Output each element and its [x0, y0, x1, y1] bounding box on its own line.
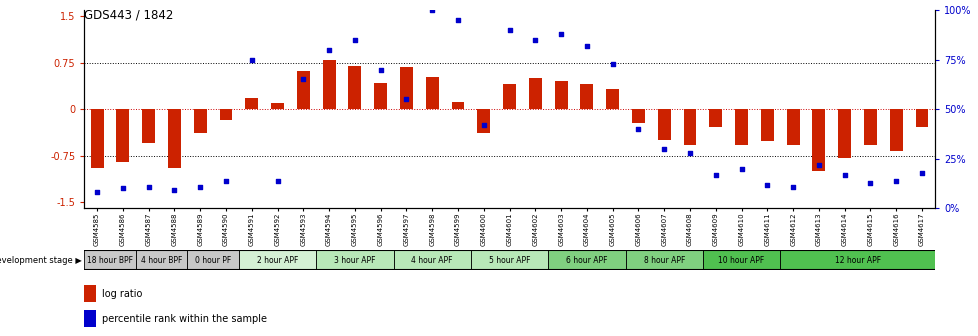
Point [836, 172, 852, 177]
Bar [760, 109, 773, 141]
Bar [709, 109, 722, 127]
Point [475, 122, 491, 128]
Bar [470, 250, 548, 270]
Bar [84, 286, 96, 302]
Point [244, 57, 259, 62]
Text: 12 hour APF: 12 hour APF [833, 256, 880, 265]
Point [630, 126, 645, 132]
Point [553, 31, 568, 37]
Text: GDS443 / 1842: GDS443 / 1842 [84, 8, 173, 22]
Bar [528, 78, 541, 109]
Text: 6 hour APF: 6 hour APF [565, 256, 607, 265]
Bar [889, 109, 902, 151]
Text: development stage ▶: development stage ▶ [0, 256, 82, 265]
Bar [296, 71, 309, 109]
Bar [451, 102, 464, 109]
Bar [837, 109, 850, 158]
Point [141, 184, 156, 189]
Bar [580, 84, 593, 109]
Point [321, 47, 336, 52]
Point [114, 186, 130, 191]
Text: 10 hour APF: 10 hour APF [718, 256, 764, 265]
Bar [657, 109, 670, 140]
Bar [116, 109, 129, 162]
Point [89, 190, 105, 195]
Point [527, 37, 543, 42]
Text: 4 hour APF: 4 hour APF [411, 256, 453, 265]
Text: 5 hour APF: 5 hour APF [488, 256, 530, 265]
Bar [555, 81, 567, 109]
Bar [245, 98, 258, 109]
Bar [348, 66, 361, 109]
Text: 4 hour BPF: 4 hour BPF [141, 256, 182, 265]
Bar [734, 109, 747, 145]
Point [655, 146, 671, 152]
Bar [864, 109, 876, 145]
Point [166, 188, 182, 193]
Text: percentile rank within the sample: percentile rank within the sample [102, 313, 267, 324]
Bar [168, 109, 181, 168]
Point [733, 166, 748, 171]
Point [887, 178, 903, 183]
Bar [605, 89, 618, 109]
Bar [425, 77, 438, 109]
Point [269, 178, 285, 183]
Point [707, 172, 723, 177]
Bar [374, 83, 386, 109]
Text: log ratio: log ratio [102, 289, 142, 299]
Bar [219, 109, 232, 120]
Point [346, 37, 362, 42]
Bar [136, 250, 187, 270]
Bar [187, 250, 239, 270]
Point [450, 17, 466, 23]
Text: 2 hour APF: 2 hour APF [256, 256, 298, 265]
Bar [316, 250, 393, 270]
Bar [400, 67, 413, 109]
Bar [84, 310, 96, 327]
Point [682, 150, 697, 156]
Bar [779, 250, 934, 270]
Bar [271, 103, 284, 109]
Bar [914, 109, 927, 127]
Point [913, 170, 929, 175]
Bar [323, 60, 335, 109]
Text: 0 hour PF: 0 hour PF [195, 256, 231, 265]
Point [373, 67, 388, 72]
Point [604, 61, 620, 66]
Bar [786, 109, 799, 145]
Text: 3 hour APF: 3 hour APF [333, 256, 376, 265]
Bar [812, 109, 824, 171]
Point [501, 27, 516, 33]
Bar [548, 250, 625, 270]
Bar [683, 109, 695, 145]
Bar [142, 109, 155, 143]
Point [578, 43, 594, 48]
Point [192, 184, 207, 189]
Text: 8 hour APF: 8 hour APF [643, 256, 685, 265]
Bar [477, 109, 490, 133]
Bar [632, 109, 645, 123]
Point [862, 180, 877, 185]
Point [810, 162, 825, 167]
Bar [503, 84, 515, 109]
Bar [91, 109, 104, 168]
Bar [702, 250, 779, 270]
Bar [84, 250, 136, 270]
Point [784, 184, 800, 189]
Point [218, 178, 234, 183]
Point [423, 7, 439, 13]
Bar [625, 250, 702, 270]
Point [759, 182, 775, 187]
Bar [239, 250, 316, 270]
Bar [393, 250, 470, 270]
Point [398, 97, 414, 102]
Text: 18 hour BPF: 18 hour BPF [87, 256, 133, 265]
Bar [194, 109, 206, 133]
Point [295, 77, 311, 82]
